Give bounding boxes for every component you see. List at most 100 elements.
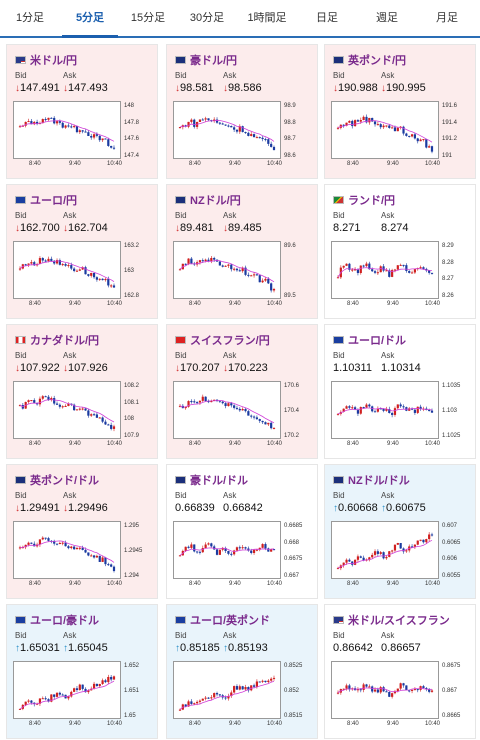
tab-5分足[interactable]: 5分足	[62, 0, 118, 38]
candle-body	[255, 549, 259, 551]
mini-candle-chart[interactable]: 191.6 191.4 191.2 191 8:40 9:40 10:40	[331, 101, 473, 173]
pair-title[interactable]: カナダドル/円	[15, 332, 99, 347]
bid-number: 89.481	[180, 222, 214, 234]
candle-body	[351, 269, 354, 271]
y-tick-label: 8.29	[442, 243, 454, 249]
rate-card[interactable]: NZドル/ドル Bid Ask ↑0.60668 ↑0.60675 0.607 0.6065…	[324, 464, 476, 599]
mini-candle-chart[interactable]: 89.6 89.5 8:40 9:40 10:40	[173, 241, 315, 313]
candle-body	[41, 537, 44, 540]
candle-body	[213, 693, 216, 698]
pair-title[interactable]: 豪ドル/ドル	[175, 472, 248, 487]
bid-number: 1.65031	[20, 642, 60, 654]
candle-body	[81, 547, 84, 550]
candles-svg	[18, 536, 116, 573]
ask-label: Ask	[223, 71, 237, 80]
pair-title[interactable]: 豪ドル/円	[175, 52, 237, 67]
ask-number: 1.10314	[381, 362, 421, 374]
candle-body	[376, 408, 379, 412]
tab-週足[interactable]: 週足	[376, 12, 398, 24]
ask-number: 147.493	[68, 82, 108, 94]
down-arrow-icon: ↓	[15, 503, 20, 514]
rate-card[interactable]: 豪ドル/円 Bid Ask ↓98.581 ↓98.586 98.9 98.8 98.7 98.…	[166, 44, 318, 179]
candle-body	[207, 543, 210, 545]
pair-title[interactable]: 米ドル/円	[15, 52, 77, 67]
candle-body	[410, 134, 414, 137]
tab-月足[interactable]: 月足	[436, 12, 458, 24]
rate-card[interactable]: スイスフラン/円 Bid Ask ↓170.207 ↓170.223 170.6 170.4…	[166, 324, 318, 459]
candle-body	[224, 403, 227, 407]
pair-title[interactable]: NZドル/ドル	[333, 472, 410, 487]
candle-body	[353, 120, 357, 127]
y-tick-label: 0.607	[442, 523, 458, 529]
mini-candle-chart[interactable]: 148 147.8 147.6 147.4 8:40 9:40 10:40	[13, 101, 155, 173]
candle-body	[84, 408, 87, 411]
up-arrow-icon: ↑	[223, 643, 228, 654]
tab-30分足[interactable]: 30分足	[189, 12, 225, 24]
pair-title[interactable]: ユーロ/円	[15, 192, 77, 207]
pair-title[interactable]: 英ポンド/ドル	[15, 472, 99, 487]
rate-card[interactable]: ランド/円 Bid Ask 8.271 8.274 8.29 8.28 8.27 8.26 8:4…	[324, 184, 476, 319]
mini-candle-chart[interactable]: 163.2 163 162.8 8:40 9:40 10:40	[13, 241, 155, 313]
rate-card[interactable]: ユーロ/豪ドル Bid Ask ↑1.65031 ↑1.65045 1.652 1.651 1…	[6, 604, 158, 739]
candle-body	[255, 137, 259, 139]
rate-card[interactable]: 米ドル/スイスフラン Bid Ask 0.86642 0.86657 0.8675 0.86…	[324, 604, 476, 739]
candle-body	[250, 550, 253, 553]
rate-card[interactable]: カナダドル/円 Bid Ask ↓107.922 ↓107.926 108.2 108.1 1…	[6, 324, 158, 459]
rate-card[interactable]: NZドル/円 Bid Ask ↓89.481 ↓89.485 89.6 89.5 8:40 9:…	[166, 184, 318, 319]
pair-title[interactable]: ユーロ/豪ドル	[15, 612, 99, 627]
pair-title[interactable]: ランド/円	[333, 192, 395, 207]
mini-candle-chart[interactable]: 108.2 108.1 108 107.9 8:40 9:40 10:40	[13, 381, 155, 453]
candle-body	[61, 694, 64, 696]
rate-card[interactable]: 英ポンド/円 Bid Ask ↓190.988 ↓190.995 191.6 191.4 19…	[324, 44, 476, 179]
y-tick-label: 8.26	[442, 293, 454, 299]
mini-candle-chart[interactable]: 98.9 98.8 98.7 98.6 8:40 9:40 10:40	[173, 101, 315, 173]
candle-body	[47, 258, 50, 262]
rate-card[interactable]: ユーロ/ドル Bid Ask 1.10311 1.10314 1.1035 1.103 1.1…	[324, 324, 476, 459]
mini-candle-chart[interactable]: 0.8675 0.867 0.8665 8:40 9:40 10:40	[331, 661, 473, 733]
rate-card[interactable]: 豪ドル/ドル Bid Ask 0.66839 0.66842 0.6685 0.668 0.6…	[166, 464, 318, 599]
candle-body	[30, 262, 33, 264]
mini-candle-chart[interactable]: 8.29 8.28 8.27 8.26 8:40 9:40 10:40	[331, 241, 473, 313]
candle-body	[95, 277, 99, 280]
y-tick-label: 147.8	[124, 119, 140, 126]
mini-candle-chart[interactable]: 0.8525 0.852 0.8515 8:40 9:40 10:40	[173, 661, 315, 733]
rate-card[interactable]: ユーロ/英ポンド Bid Ask ↑0.85185 ↑0.85193 0.8525 0.85…	[166, 604, 318, 739]
down-arrow-icon: ↓	[175, 83, 180, 94]
pair-title[interactable]: ユーロ/英ポンド	[175, 612, 270, 627]
pair-title[interactable]: ユーロ/ドル	[333, 332, 406, 347]
y-tick-label: 0.8525	[284, 663, 303, 669]
candle-body	[75, 688, 79, 691]
candle-body	[190, 258, 193, 264]
x-tick-label: 9:40	[69, 161, 81, 167]
tab-1時間足[interactable]: 1時間足	[247, 12, 287, 24]
pair-title[interactable]: 英ポンド/円	[333, 52, 406, 67]
bid-label: Bid	[333, 211, 345, 220]
tab-日足[interactable]: 日足	[316, 12, 338, 24]
candle-body	[224, 697, 227, 699]
mini-candle-chart[interactable]: 0.607 0.6065 0.606 0.6055 8:40 9:40 10:40	[331, 521, 473, 593]
ask-value: 0.86657	[381, 642, 421, 654]
chart-plot-area	[13, 381, 121, 439]
moving-average-line	[337, 267, 433, 278]
bid-number: 170.207	[180, 362, 220, 374]
candle-body	[365, 263, 368, 267]
bid-number: 0.66839	[175, 502, 215, 514]
mini-candle-chart[interactable]: 1.1035 1.103 1.1025 8:40 9:40 10:40	[331, 381, 473, 453]
candle-body	[371, 269, 374, 272]
rate-card[interactable]: 英ポンド/ドル Bid Ask ↓1.29491 ↓1.29496 1.295 1.2945…	[6, 464, 158, 599]
moving-average-line	[337, 120, 433, 143]
rate-card[interactable]: 米ドル/円 Bid Ask ↓147.491 ↓147.493 148 147.8 147.6…	[6, 44, 158, 179]
candle-body	[419, 267, 422, 269]
mini-candle-chart[interactable]: 1.295 1.2945 1.294 8:40 9:40 10:40	[13, 521, 155, 593]
mini-candle-chart[interactable]: 0.6685 0.668 0.6675 0.667 8:40 9:40 10:40	[173, 521, 315, 593]
mini-candle-chart[interactable]: 1.652 1.651 1.65 8:40 9:40 10:40	[13, 661, 155, 733]
tab-15分足[interactable]: 15分足	[130, 12, 166, 24]
pair-title[interactable]: スイスフラン/円	[175, 332, 270, 347]
candle-body	[207, 259, 210, 262]
candle-body	[336, 127, 340, 129]
tab-1分足[interactable]: 1分足	[15, 12, 45, 24]
pair-title[interactable]: 米ドル/スイスフラン	[333, 612, 450, 627]
mini-candle-chart[interactable]: 170.6 170.4 170.2 8:40 9:40 10:40	[173, 381, 315, 453]
rate-card[interactable]: ユーロ/円 Bid Ask ↓162.700 ↓162.704 163.2 163 162.8…	[6, 184, 158, 319]
pair-title[interactable]: NZドル/円	[175, 192, 241, 207]
